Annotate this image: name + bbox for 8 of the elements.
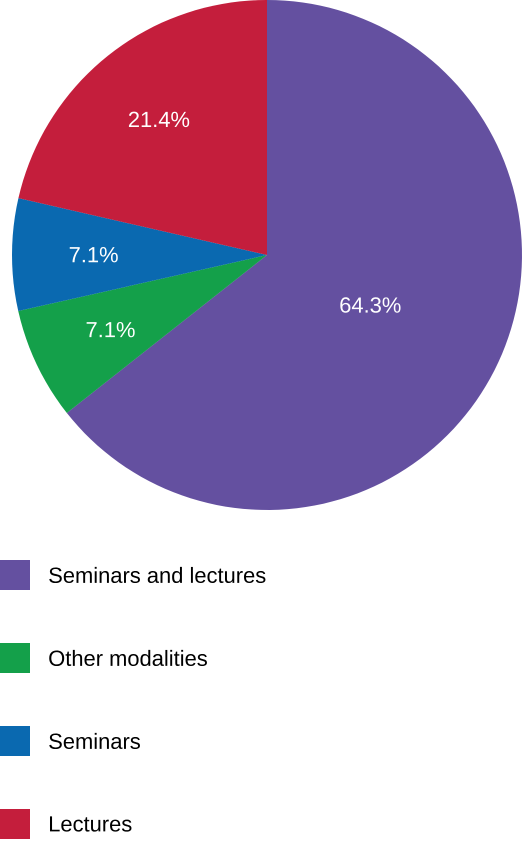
legend-label: Seminars bbox=[49, 732, 140, 750]
legend-label: Other modalities bbox=[49, 650, 207, 666]
data-label: 64.3% bbox=[340, 297, 401, 313]
data-label: 21.4% bbox=[128, 112, 190, 128]
legend-label: Seminars and lectures bbox=[49, 566, 266, 584]
data-label: 7.1% bbox=[86, 322, 135, 338]
data-label: 7.1% bbox=[70, 247, 118, 262]
legend-label: Lectures bbox=[50, 816, 132, 832]
